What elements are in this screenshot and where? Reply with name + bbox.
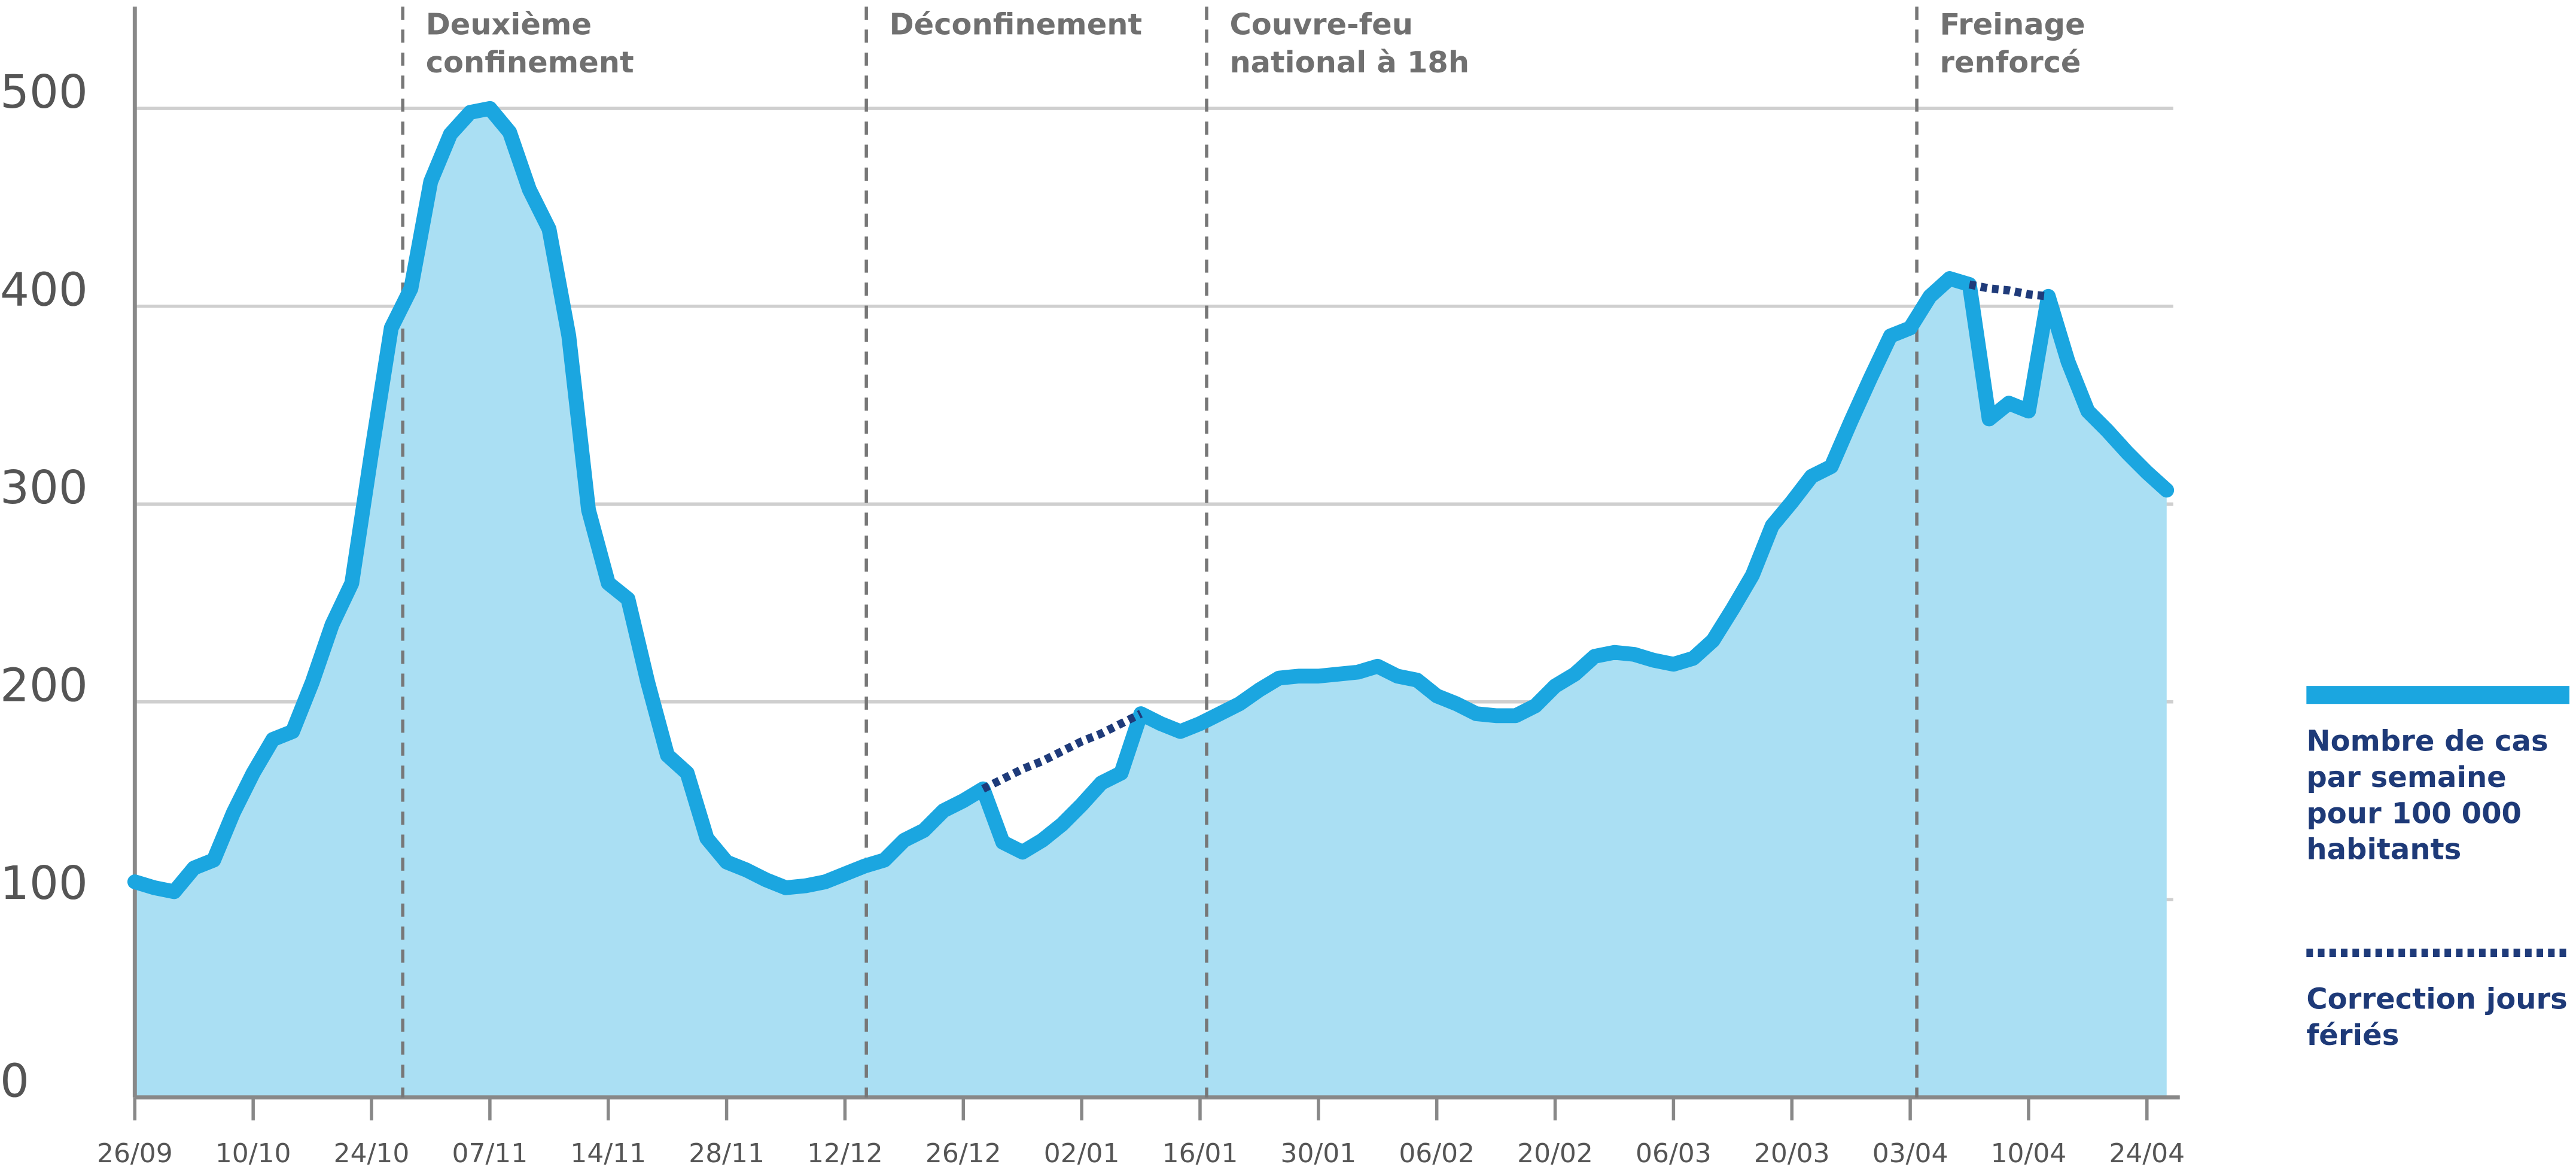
- legend-label: Nombre de cas par semaine pour 100 000 h…: [2306, 726, 2548, 868]
- x-tick-label: 20/02: [1517, 1138, 1593, 1169]
- x-tick-label: 10/10: [215, 1138, 291, 1169]
- x-tick-label: 26/12: [925, 1138, 1001, 1169]
- y-tick-label: 100: [0, 857, 88, 910]
- legend-label-box: Nombre de cas par semaine pour 100 000 h…: [2306, 726, 2548, 868]
- x-tick-label: 07/11: [452, 1138, 528, 1169]
- annotation: Freinage renforcé: [1939, 8, 2085, 81]
- x-tick-label: 06/03: [1636, 1138, 1712, 1169]
- x-tick-label: 14/11: [570, 1138, 646, 1169]
- x-tick-label: 06/02: [1399, 1138, 1475, 1169]
- x-tick-label: 24/04: [2109, 1138, 2185, 1169]
- line: [981, 280, 2049, 793]
- y-tick-label: 300: [0, 461, 88, 515]
- x-tick-label: 28/11: [689, 1138, 765, 1169]
- line: [127, 101, 2175, 899]
- annotation-box: Déconfinement: [889, 8, 1143, 43]
- x-tick-label: 20/03: [1754, 1138, 1830, 1169]
- legend-label-box: Correction jours fériés: [2306, 984, 2568, 1053]
- y-tick-label: 0: [0, 1055, 29, 1108]
- annotation: Deuxième confinement: [425, 8, 634, 81]
- x-tick-label: 10/04: [1991, 1138, 2067, 1169]
- annotation-box: Couvre-feu national à 18h: [1229, 8, 1470, 81]
- annotation-box: Freinage renforcé: [1939, 8, 2085, 81]
- annotation: Déconfinement: [889, 8, 1143, 43]
- legend-label: Correction jours fériés: [2306, 984, 2568, 1053]
- y-tick-label: 500: [0, 66, 88, 119]
- y-tick-label: 400: [0, 264, 88, 317]
- x-tick-label: 12/12: [807, 1138, 883, 1169]
- x-tick-label: 03/04: [1872, 1138, 1948, 1169]
- x-tick-label: 02/01: [1044, 1138, 1120, 1169]
- x-tick-label: 26/09: [97, 1138, 173, 1169]
- x-tick-label: 16/01: [1162, 1138, 1238, 1169]
- y-tick-label: 200: [0, 660, 88, 713]
- annotation-box: Deuxième confinement: [425, 8, 634, 81]
- x-tick-label: 30/01: [1280, 1138, 1356, 1169]
- x-tick-label: 24/10: [334, 1138, 410, 1169]
- area: [135, 108, 2167, 1098]
- annotation: Couvre-feu national à 18h: [1229, 8, 1470, 81]
